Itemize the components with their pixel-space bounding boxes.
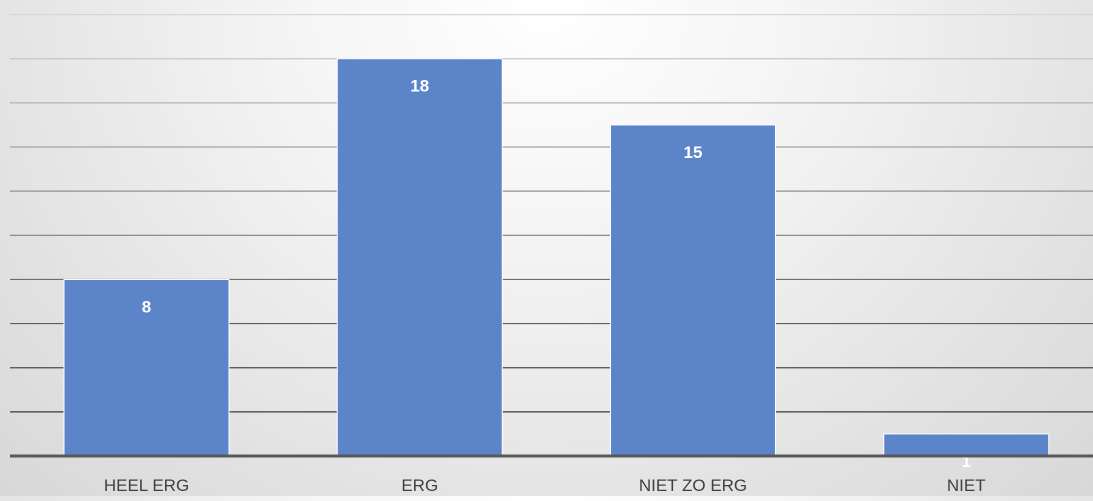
category-label: ERG — [401, 476, 438, 495]
data-labels: 8 18 15 1 — [142, 77, 971, 471]
data-label: 8 — [142, 297, 151, 316]
data-label: 18 — [410, 77, 429, 96]
bar — [610, 124, 776, 457]
category-label: NIET — [947, 476, 986, 495]
category-label: HEEL ERG — [104, 476, 189, 495]
data-label: 15 — [684, 143, 703, 162]
x-axis: HEEL ERG ERG NIET ZO ERG NIET — [10, 454, 1093, 495]
bars — [63, 58, 1050, 457]
data-label: 1 — [962, 452, 971, 471]
bar — [63, 278, 230, 457]
category-label: NIET ZO ERG — [639, 476, 747, 495]
bar — [336, 58, 503, 457]
